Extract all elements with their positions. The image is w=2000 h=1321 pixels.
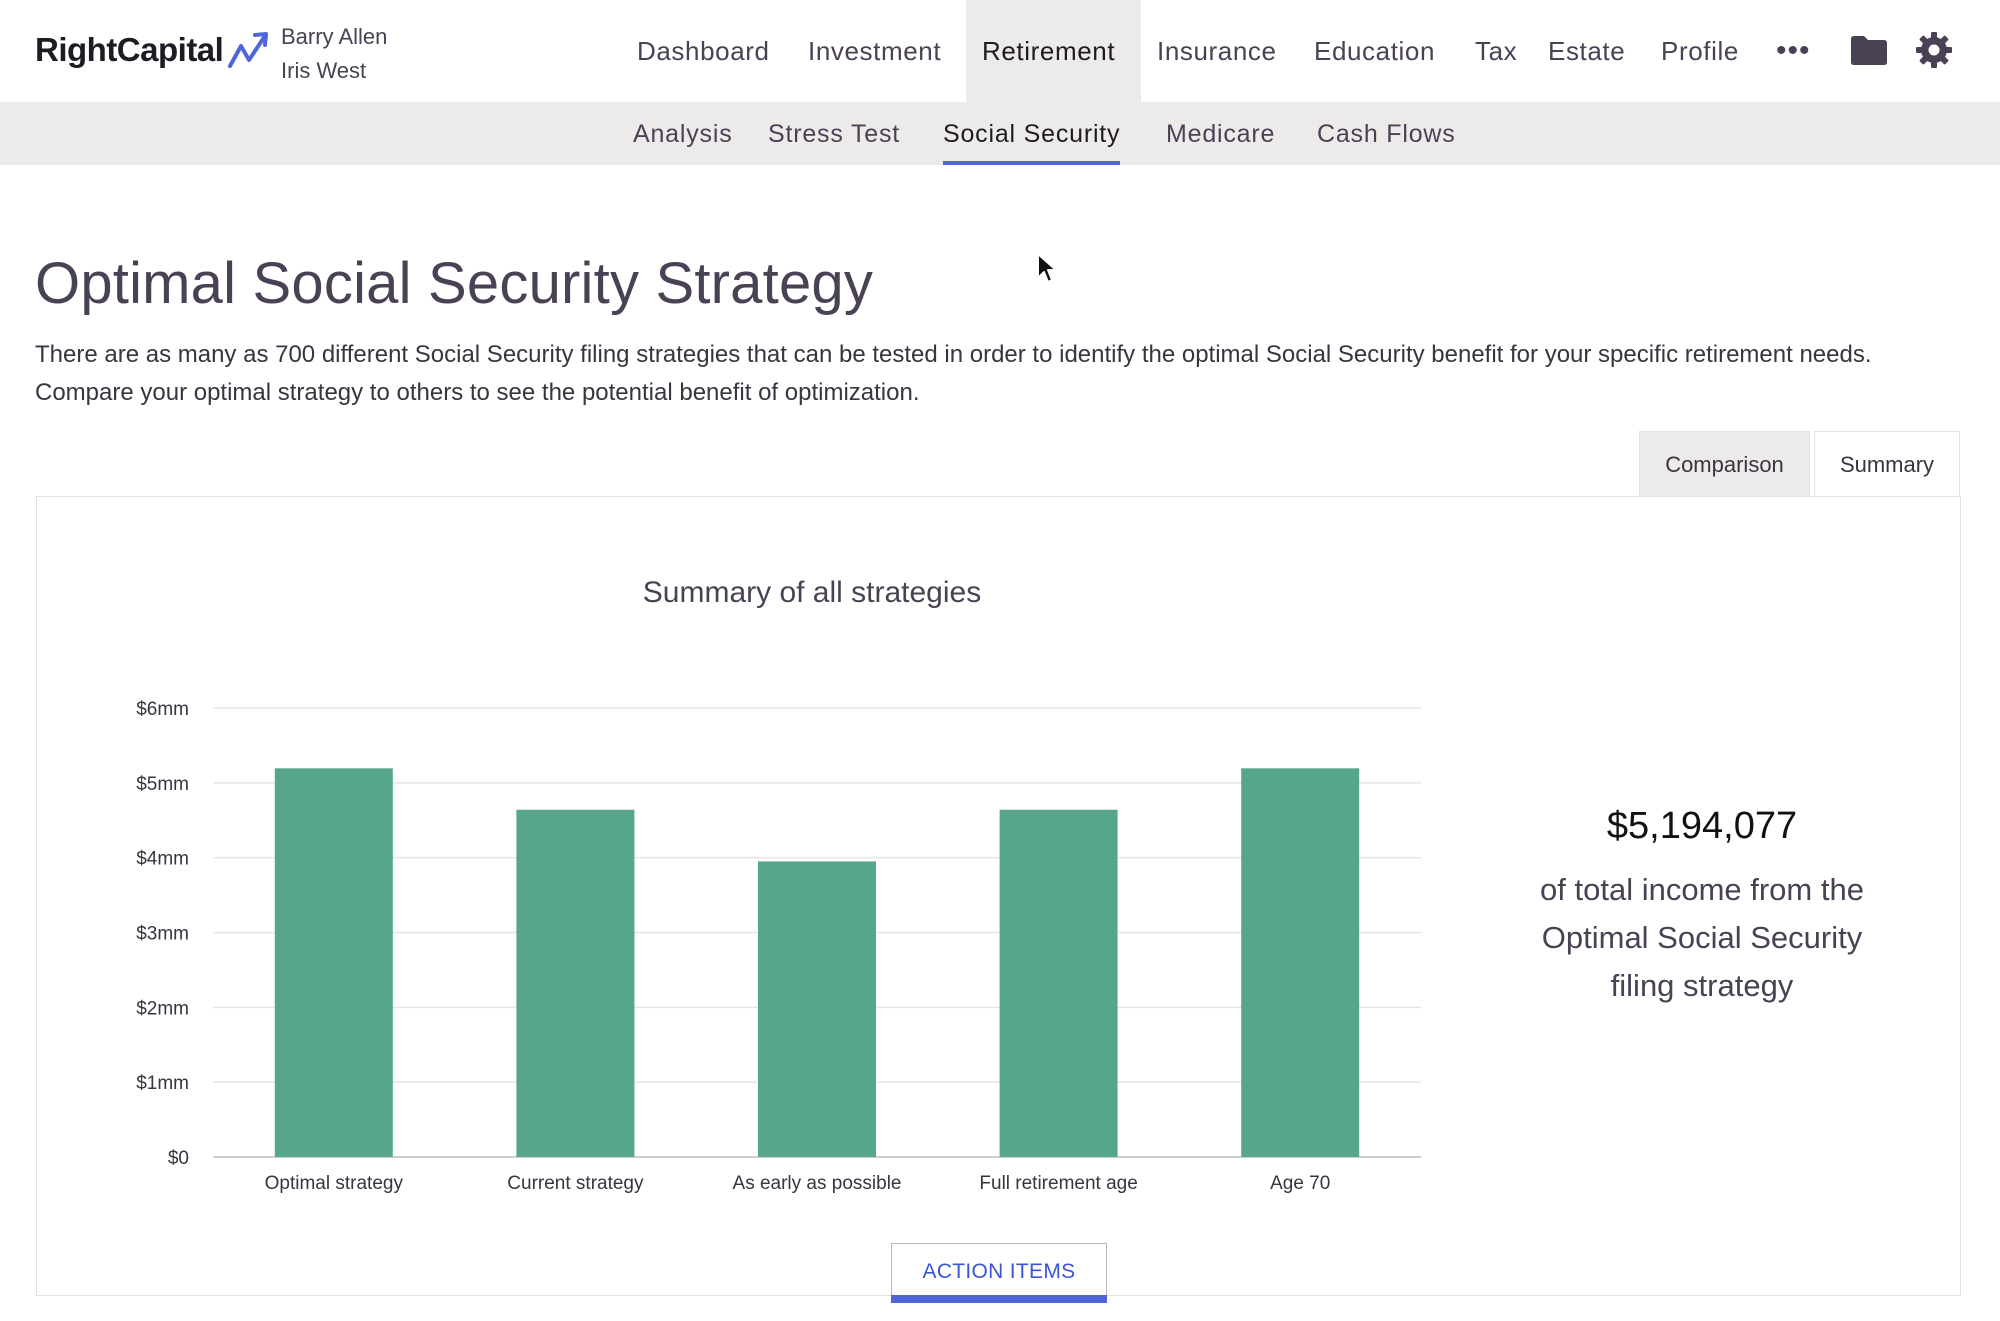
- bar: [758, 861, 876, 1157]
- subnav-analysis[interactable]: Analysis: [633, 120, 733, 148]
- nav-estate[interactable]: Estate: [1548, 36, 1626, 66]
- x-tick-label: Age 70: [1270, 1173, 1330, 1194]
- nav-dashboard[interactable]: Dashboard: [637, 36, 770, 66]
- bar: [274, 768, 393, 1157]
- subnav-stress-test[interactable]: Stress Test: [768, 120, 900, 148]
- top-navigation-bar: RightCapital Barry Allen Iris West Dashb…: [0, 0, 2000, 102]
- y-tick-label: $6mm: [136, 699, 189, 720]
- summary-text-line: filing strategy: [1610, 968, 1794, 1003]
- summary-text-line: Optimal Social Security: [1541, 920, 1863, 955]
- client-name-spouse: Iris West: [281, 58, 367, 83]
- y-tick-label: $1mm: [136, 1073, 189, 1094]
- retirement-subnav: Analysis Stress Test Social Security Med…: [0, 102, 2000, 165]
- summary-text-line: of total income from the: [1540, 872, 1864, 907]
- bar: [1241, 768, 1360, 1157]
- subnav-cash-flows[interactable]: Cash Flows: [1317, 120, 1456, 148]
- client-name-primary: Barry Allen: [281, 24, 388, 49]
- tab-summary[interactable]: Summary: [1814, 431, 1960, 499]
- x-tick-label: Full retirement age: [979, 1173, 1137, 1194]
- strategies-bar-chart: $0 $1mm $2mm $3mm $4mm $5mm $6mm Optimal strate…: [136, 699, 1421, 1194]
- page-title: Optimal Social Security Strategy: [35, 251, 874, 316]
- y-tick-label: $0: [168, 1148, 189, 1169]
- y-tick-label: $3mm: [136, 924, 189, 945]
- summary-highlight: $5,194,077 of total income from the Opti…: [1477, 805, 1927, 1010]
- y-tick-label: $4mm: [136, 849, 189, 870]
- mouse-cursor-icon: [1037, 253, 1057, 283]
- nav-tax[interactable]: Tax: [1475, 36, 1518, 66]
- summary-text: of total income from the Optimal Social …: [1477, 866, 1927, 1010]
- summary-amount: $5,194,077: [1606, 805, 1798, 847]
- chart-title: Summary of all strategies: [642, 576, 982, 609]
- subnav-medicare[interactable]: Medicare: [1166, 120, 1276, 148]
- page-description: There are as many as 700 different Socia…: [35, 341, 1872, 406]
- logo-text: RightCapital: [35, 31, 224, 68]
- bar: [999, 809, 1118, 1157]
- logo-arrow-icon: [228, 32, 269, 68]
- client-names[interactable]: Barry Allen Iris West: [281, 20, 387, 88]
- summary-panel: Summary of all strategies $0 $1mm $2mm $3mm…: [36, 496, 1961, 1296]
- bar: [516, 809, 635, 1157]
- subnav-social-security[interactable]: Social Security: [943, 102, 1121, 165]
- x-tick-label: Current strategy: [507, 1173, 644, 1194]
- y-tick-label: $5mm: [136, 774, 189, 795]
- tab-comparison[interactable]: Comparison: [1639, 431, 1810, 497]
- folder-icon[interactable]: [1850, 34, 1888, 66]
- nav-education[interactable]: Education: [1314, 36, 1436, 66]
- nav-retirement[interactable]: Retirement: [966, 0, 1141, 102]
- action-items-button[interactable]: ACTION ITEMS: [891, 1243, 1107, 1303]
- nav-profile[interactable]: Profile: [1661, 36, 1739, 66]
- nav-insurance[interactable]: Insurance: [1157, 36, 1277, 66]
- nav-investment[interactable]: Investment: [808, 36, 942, 66]
- rightcapital-logo[interactable]: RightCapital: [35, 30, 271, 70]
- x-tick-label: Optimal strategy: [265, 1173, 404, 1194]
- gear-icon[interactable]: [1916, 32, 1952, 68]
- x-tick-label: As early as possible: [733, 1173, 902, 1194]
- more-icon[interactable]: •••: [1776, 34, 1811, 67]
- y-tick-label: $2mm: [136, 998, 189, 1019]
